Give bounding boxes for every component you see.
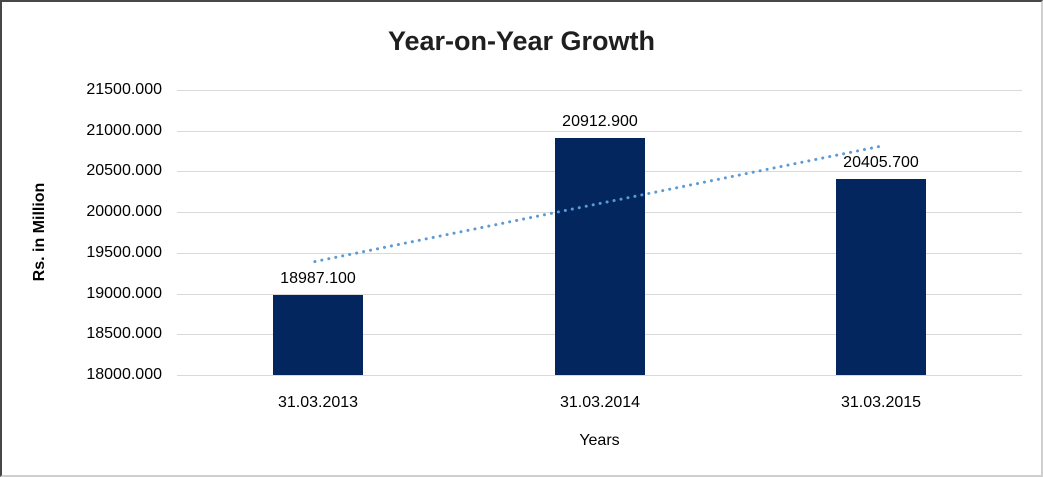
bar-31.03.2015 xyxy=(836,179,926,375)
y-tick-label: 19000.000 xyxy=(86,285,162,302)
y-tick-label: 18000.000 xyxy=(86,366,162,383)
bar-31.03.2014 xyxy=(555,138,645,375)
y-tick-label: 18500.000 xyxy=(86,325,162,342)
gridline xyxy=(177,90,1022,91)
y-tick-label: 21500.000 xyxy=(86,81,162,98)
plot-area xyxy=(177,90,1022,376)
y-tick-label: 21000.000 xyxy=(86,122,162,139)
bar-31.03.2013 xyxy=(273,295,363,375)
gridline xyxy=(177,375,1022,376)
y-tick-label: 19500.000 xyxy=(86,244,162,261)
y-tick-label: 20000.000 xyxy=(86,203,162,220)
data-label: 20912.900 xyxy=(562,113,638,130)
data-label: 20405.700 xyxy=(843,154,919,171)
data-label: 18987.100 xyxy=(280,270,356,287)
x-tick-label: 31.03.2014 xyxy=(559,394,641,411)
chart-title: Year-on-Year Growth xyxy=(387,26,656,56)
x-axis-title: Years xyxy=(579,432,620,449)
x-tick-label: 31.03.2015 xyxy=(840,394,922,411)
x-tick-label: 31.03.2013 xyxy=(277,394,359,411)
y-tick-label: 20500.000 xyxy=(86,162,162,179)
y-axis-title: Rs. in Million xyxy=(31,182,48,282)
gridline xyxy=(177,131,1022,132)
